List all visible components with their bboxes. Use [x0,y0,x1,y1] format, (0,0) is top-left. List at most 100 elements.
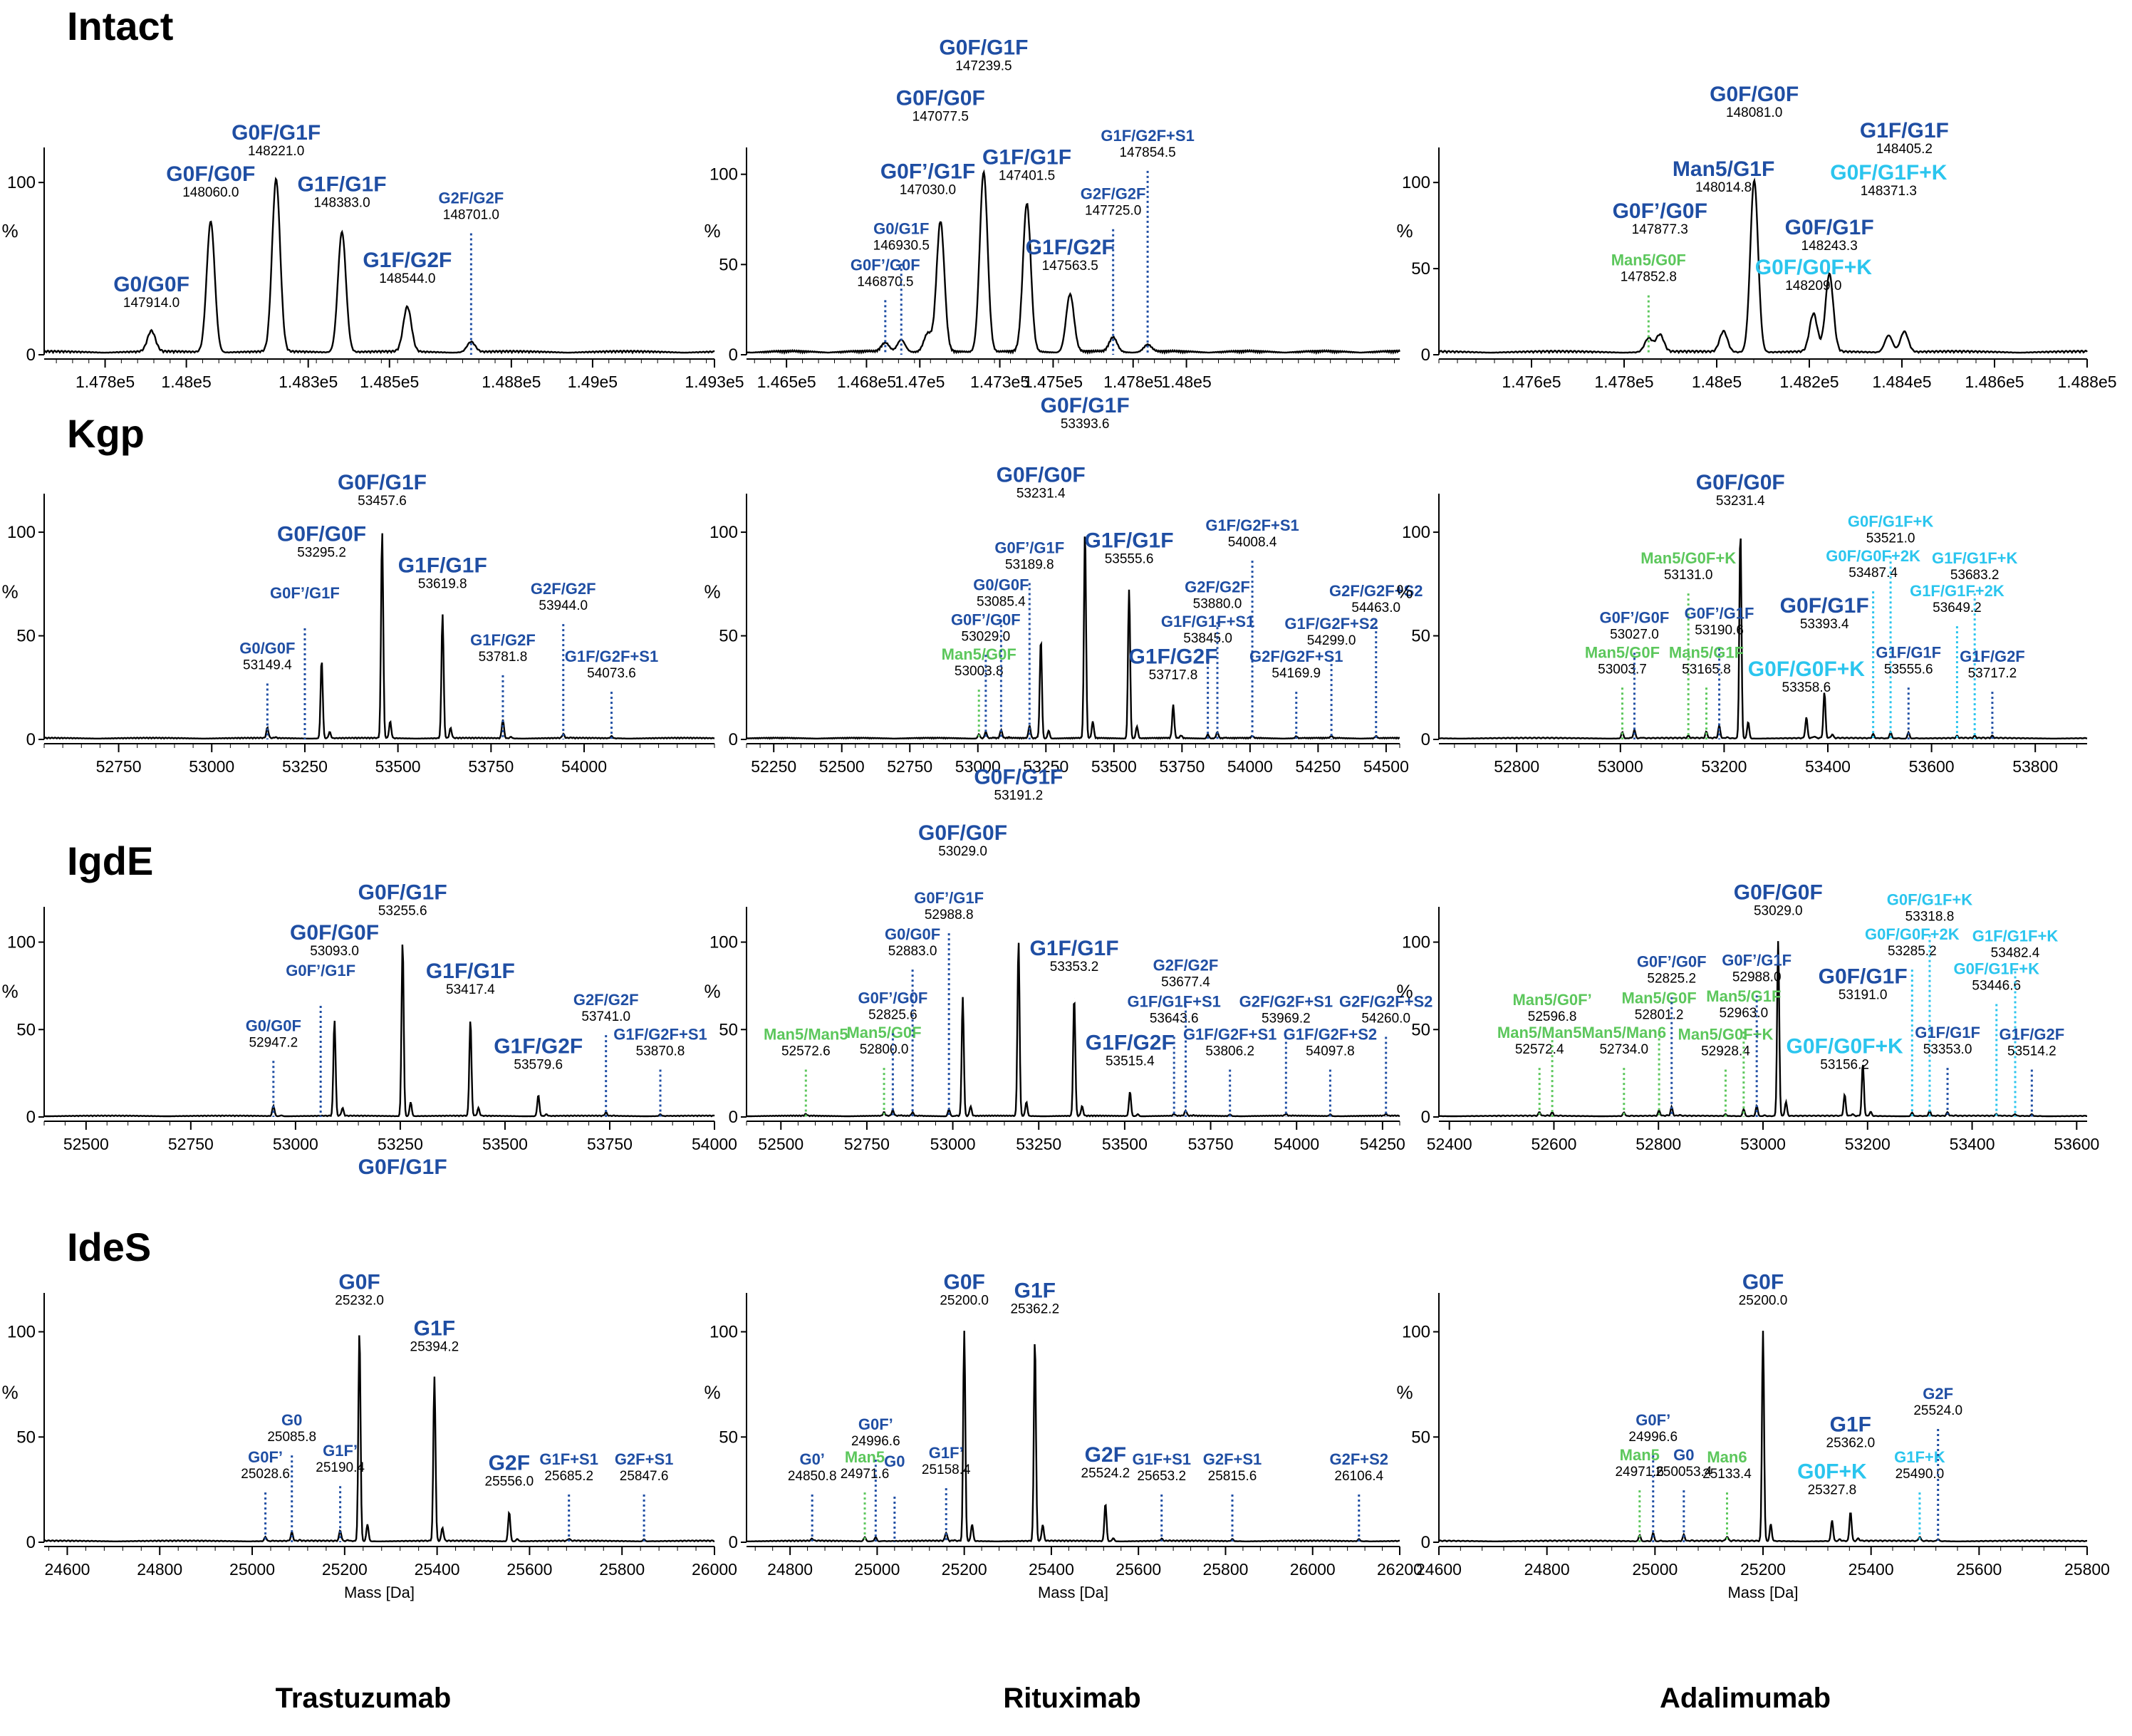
peak-mass-label: 53093.0 [310,944,359,959]
glycoform-label: G0/G1F [873,219,929,237]
x-axis-label: Mass [Da] [1038,1584,1108,1601]
x-tick-label: 1.465e5 [757,373,816,391]
x-tick-label: 24800 [767,1560,813,1579]
peak-mass-label: 25158.4 [922,1462,971,1477]
peak-mass-label: 52883.0 [888,944,937,959]
glycoform-label: G1F+S1 [539,1450,598,1468]
x-tick-label: 1.478e5 [76,373,135,391]
glycoform-label: G1F/G1F [298,173,387,197]
glycoform-label: G0F’/G0F [1613,199,1707,223]
glycoform-label: G0F/G1F [1780,594,1869,618]
x-tick-label: 53750 [1159,757,1205,776]
peak-mass-label: 53003.8 [955,664,1004,679]
peak-mass-label: 53393.6 [1061,417,1110,432]
peak-mass-label: 147852.8 [1621,270,1677,285]
peak-mass-label: 52572.6 [781,1044,831,1059]
peak-mass-label: 53677.4 [1161,975,1210,990]
panel-kgp-rituximab: 0 50 100% 52250 52500 52750 53000 53250 53500 537… [704,394,1423,776]
glycoform-label: G0 [1673,1446,1694,1464]
x-tick-label: 25600 [1116,1560,1161,1579]
panel-ides-rituximab: 0 50 100% 24800 25000 25200 25400 25600 25800 260… [704,1271,1423,1601]
x-tick-label: 25800 [599,1560,645,1579]
glycoform-label: G1F/G2F+S1 [1183,1026,1276,1044]
x-tick-label: 54000 [1274,1135,1319,1153]
y-tick-label: 0 [1421,1108,1430,1127]
peak-mass-label: 147877.3 [1632,222,1688,237]
peak-mass-label: 52988.8 [925,908,974,922]
x-tick-label: 52800 [1494,757,1539,776]
x-tick-label: 1.478e5 [1103,373,1163,391]
x-tick-label: 1.483e5 [279,373,338,391]
peak-g0fp-g1f: G0F’/G1F [286,962,355,1118]
glycoform-label: G1F/G1F [398,553,487,577]
peak-mass-label: 25232.0 [335,1294,384,1309]
peak-mass-label: 53231.4 [1716,494,1765,509]
y-tick-label: 0 [729,1108,738,1127]
peak-mass-label: 148701.0 [443,207,499,222]
glycoform-label: G0F’/G1F [994,539,1064,557]
y-tick-label: 100 [1402,1323,1430,1342]
x-tick-label: 25000 [229,1560,275,1579]
peak-mass-label: 147239.5 [955,59,1012,74]
x-tick-label: 53600 [1909,757,1955,776]
x-tick-label: 54250 [1360,1135,1405,1153]
glycoform-label: G2F/G2F [573,991,639,1009]
glycoform-label: G0F/G1F [338,471,427,494]
y-tick-label: 100 [7,173,36,192]
x-tick-label: 53000 [1598,757,1643,776]
glycoform-label: G0F/G1F [939,36,1028,60]
x-tick-label: 26000 [1290,1560,1336,1579]
panel-kgp-adalimumab: 0 50 100% 52800 53000 53200 53400 53600 53800 Man… [1396,471,2088,776]
peak-mass-label: 53514.2 [2007,1044,2056,1059]
y-tick-label: 50 [16,1020,36,1039]
spectrum-trace [746,169,1401,355]
peak-mass-label: 53944.0 [539,598,588,613]
peak-mass-label: 52734.0 [1599,1042,1648,1057]
glycoform-label: G0/G0F [246,1017,301,1034]
glycoform-label: G0F/G0F [1696,471,1785,494]
glycoform-label: G1F/G1F [982,145,1071,169]
peak-mass-label: 53029.0 [1754,904,1803,919]
glycoform-label: Man5/G1F [1706,987,1781,1005]
peak-mass-label: 148014.8 [1695,180,1752,195]
y-axis-label: % [1,1382,18,1403]
x-tick-label: 1.493e5 [685,373,744,391]
x-tick-label: 53400 [1805,757,1851,776]
x-tick-label: 1.475e5 [1024,373,1083,391]
glycoform-label: G0F [1742,1271,1784,1294]
peak-mass-label: 54299.0 [1307,633,1356,648]
peak-mass-label: 53521.0 [1866,531,1915,546]
glycoform-label: G0F’/G1F [270,584,340,602]
peak-mass-label: 53255.6 [378,904,427,919]
glycoform-label: G0F/G1F+K [1887,891,1973,909]
peak-mass-label: 53191.0 [1839,987,1888,1002]
glycoform-label: G0F/G0F [1734,881,1823,905]
peak-mass-label: 53845.0 [1183,631,1232,646]
y-tick-label: 0 [1421,1533,1430,1552]
x-tick-label: 1.482e5 [1779,373,1839,391]
y-axis-label: % [704,981,720,1002]
